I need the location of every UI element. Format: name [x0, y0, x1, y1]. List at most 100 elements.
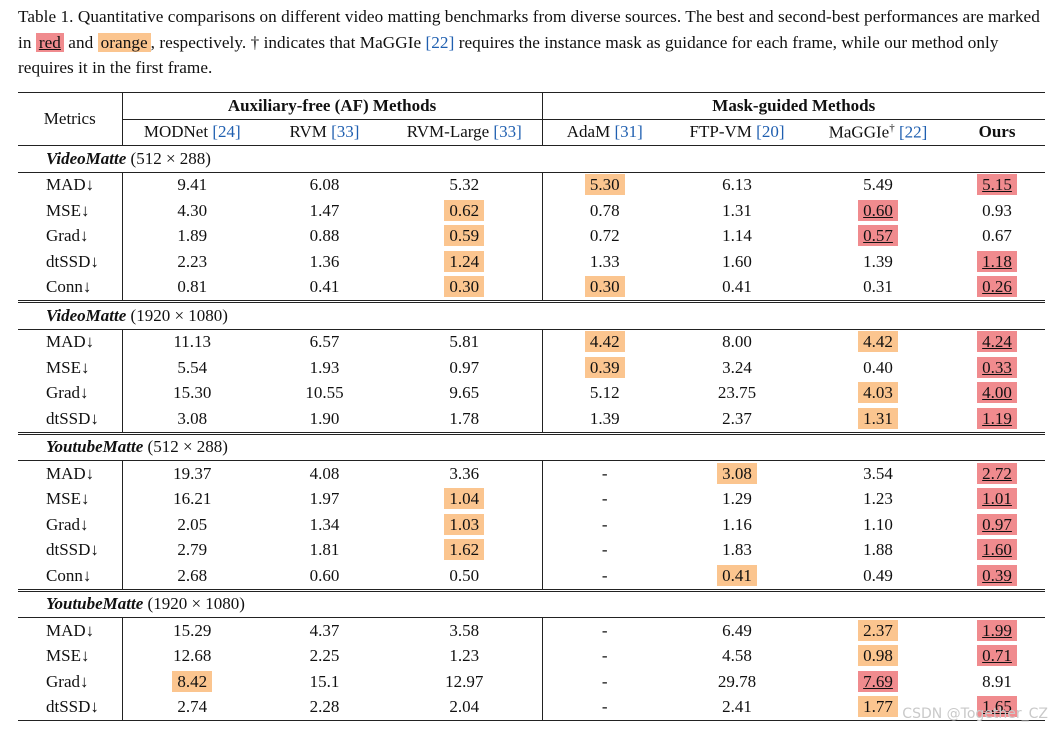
section-header-row: VideoMatte (512 × 288) [18, 145, 1046, 172]
best-value: 1.18 [977, 250, 1017, 272]
section-title: VideoMatte (512 × 288) [18, 145, 1046, 172]
cell-value: 1.81 [309, 540, 340, 560]
table-cell: 2.37 [667, 406, 807, 433]
cell-value: 0.41 [722, 277, 752, 297]
table-cell: 0.78 [542, 198, 667, 224]
benchmark-table: Metrics Auxiliary-free (AF) Methods Mask… [18, 92, 1046, 721]
cell-value: 9.41 [177, 175, 208, 195]
column-ref-link[interactable]: [33] [331, 122, 360, 142]
cell-value: 2.41 [722, 697, 752, 717]
table-cell: 6.08 [262, 171, 387, 198]
cell-value: 0.60 [309, 565, 340, 585]
dataset-name: YoutubeMatte [46, 437, 144, 457]
table-cell: 2.68 [122, 563, 262, 590]
cell-value: 19.37 [173, 463, 212, 483]
table-cell: 2.05 [122, 512, 262, 538]
cell-value: 1.10 [863, 514, 893, 534]
cell-value: 11.13 [173, 332, 212, 352]
cell-value: 1.83 [722, 540, 752, 560]
best-value: 7.69 [858, 670, 898, 692]
table-cell: 2.04 [387, 694, 543, 721]
cell-value: 1.78 [449, 408, 480, 428]
second-value: 4.42 [858, 331, 898, 353]
table-cell: 5.54 [122, 355, 262, 381]
section-title: YoutubeMatte (1920 × 1080) [18, 588, 1046, 618]
metric-label: MAD↓ [18, 617, 123, 644]
table-row: MSE↓ 5.54 1.93 0.97 0.39 3.24 0.40 0.33 [18, 355, 1045, 381]
cell-value: 0.72 [589, 226, 620, 246]
column-name: Ours [978, 122, 1016, 142]
cell-value: 1.16 [722, 514, 752, 534]
cell-value: - [601, 489, 608, 509]
table-cell: 1.18 [949, 249, 1045, 275]
second-value: 0.30 [584, 276, 625, 298]
caption-text-2: , respectively. † indicates that MaGGIe [150, 32, 426, 52]
cell-value: 9.65 [449, 383, 480, 403]
table-cell: 5.81 [387, 328, 543, 355]
metric-label: MSE↓ [18, 643, 123, 669]
second-value: 2.37 [858, 619, 898, 641]
cell-value: 10.55 [305, 383, 344, 403]
table-row: dtSSD↓ 2.79 1.81 1.62 - 1.83 1.88 1.60 [18, 537, 1045, 563]
cell-value: 0.50 [449, 565, 480, 585]
table-cell: 11.13 [122, 328, 262, 355]
cell-value: 0.49 [863, 565, 893, 585]
table-cell: 0.30 [542, 275, 667, 302]
table-cell: 2.74 [122, 694, 262, 721]
table-cell: - [542, 669, 667, 695]
cell-value: - [601, 540, 608, 560]
second-value: 1.04 [444, 488, 485, 510]
table-cell: 0.39 [949, 563, 1045, 590]
table-cell: 0.39 [542, 355, 667, 381]
table-row: MAD↓ 11.13 6.57 5.81 4.42 8.00 4.42 4.24 [18, 328, 1046, 355]
column-header-ftp-vm: FTP-VM [20] [667, 119, 807, 146]
best-value: 5.15 [977, 174, 1017, 196]
cell-value: 8.91 [982, 671, 1012, 691]
table-cell: 1.01 [949, 487, 1045, 513]
table-cell: 0.98 [807, 644, 949, 670]
cell-value: 0.88 [309, 226, 340, 246]
table-cell: 3.08 [122, 406, 262, 433]
table-cell: 1.34 [262, 512, 387, 538]
table-cell: 15.30 [122, 381, 262, 407]
table-cell: 5.30 [542, 171, 668, 198]
table-row: dtSSD↓ 2.23 1.36 1.24 1.33 1.60 1.39 1.18 [18, 249, 1045, 275]
table-cell: 1.65 [949, 694, 1046, 721]
cell-value: 0.81 [177, 277, 208, 297]
section-title: YoutubeMatte (512 × 288) [18, 431, 1046, 461]
column-ref-link[interactable]: [31] [614, 122, 643, 142]
caption-ref-maggie[interactable]: [22] [425, 32, 455, 52]
cell-value: 2.79 [177, 540, 208, 560]
cell-value: - [601, 565, 608, 585]
cell-value: 0.78 [589, 200, 620, 220]
column-ref-link[interactable]: [20] [756, 122, 785, 142]
table-cell: 8.42 [122, 669, 262, 695]
column-ref-link[interactable]: [22] [898, 122, 928, 142]
cell-value: 1.29 [722, 489, 752, 509]
dataset-resolution: (512 × 288) [126, 148, 211, 168]
cell-value: 3.54 [863, 463, 893, 483]
best-value: 1.65 [977, 696, 1017, 718]
table-cell: 10.55 [262, 381, 387, 407]
cell-value: - [601, 646, 608, 666]
column-header-adam: AdaM [31] [542, 119, 667, 146]
table-cell: 4.24 [949, 328, 1046, 355]
metric-label: Conn↓ [18, 563, 123, 590]
cell-value: 2.28 [309, 697, 340, 717]
second-value: 0.59 [444, 225, 485, 247]
column-ref-link[interactable]: [24] [212, 122, 241, 142]
column-name: RVM [289, 122, 327, 142]
table-cell: 8.00 [667, 328, 808, 355]
metrics-header: Metrics [18, 92, 123, 146]
table-cell: 1.36 [262, 249, 387, 275]
column-ref-link[interactable]: [33] [493, 122, 522, 142]
table-cell: 1.78 [387, 406, 543, 433]
table-cell: 0.67 [949, 224, 1045, 250]
legend-orange-swatch: orange [97, 32, 151, 52]
table-cell: 4.42 [807, 328, 950, 355]
table-cell: 0.40 [807, 355, 949, 381]
cell-value: 1.47 [309, 200, 340, 220]
table-cell: 4.03 [807, 381, 949, 407]
table-cell: 29.78 [667, 669, 807, 695]
table-cell: 0.41 [262, 275, 387, 302]
